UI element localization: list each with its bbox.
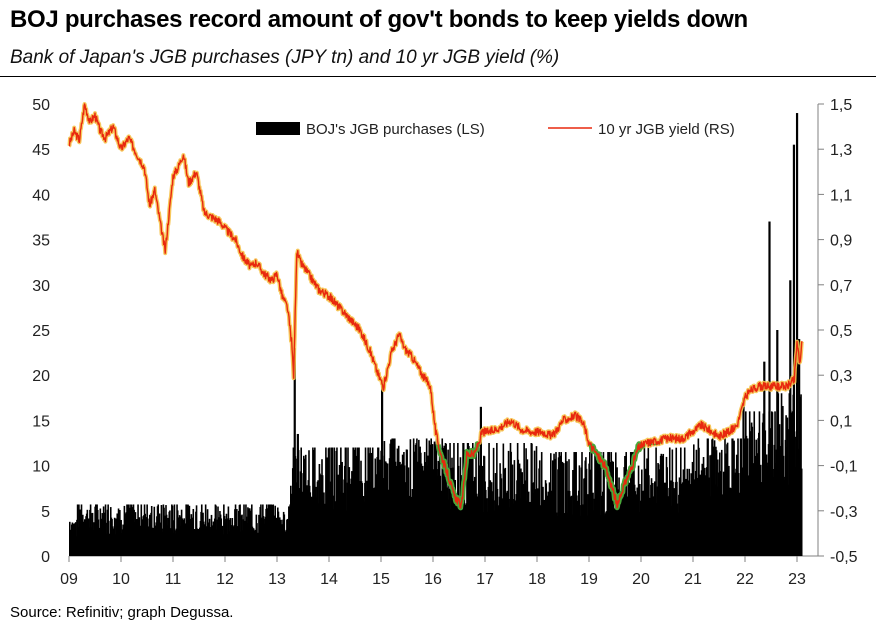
purchase-bar — [80, 504, 83, 556]
left-tick-label: 25 — [32, 323, 50, 340]
purchase-spike — [763, 361, 766, 556]
purchase-bar — [590, 452, 593, 556]
purchase-bar — [481, 465, 484, 556]
x-tick-label: 18 — [528, 571, 546, 588]
right-tick-label: -0,3 — [830, 504, 858, 521]
x-tick-label: 14 — [320, 571, 338, 588]
x-tick-label: 22 — [736, 571, 754, 588]
purchase-spike — [798, 339, 801, 556]
purchase-bar — [292, 447, 295, 556]
purchase-spike — [381, 379, 384, 556]
purchase-bar — [104, 504, 107, 556]
right-tick-label: 0,5 — [830, 323, 852, 340]
purchase-bar — [585, 468, 588, 556]
purchase-bar — [563, 463, 565, 556]
x-tick-label: 20 — [632, 571, 650, 588]
purchase-spike — [792, 144, 796, 556]
purchase-bar — [173, 504, 176, 556]
yield-line-path — [68, 103, 803, 509]
purchase-bar — [668, 447, 671, 556]
title-divider — [0, 76, 876, 77]
left-tick-label: 35 — [32, 233, 50, 250]
right-tick-label: 0,7 — [830, 278, 852, 295]
purchase-bar — [325, 447, 327, 556]
purchase-bars — [69, 113, 803, 556]
left-tick-label: 45 — [32, 142, 50, 159]
source-note: Source: Refinitiv; graph Degussa. — [10, 604, 234, 621]
left-tick-label: 40 — [32, 187, 50, 204]
purchase-bar — [558, 452, 561, 556]
right-tick-label: -0,5 — [830, 549, 858, 566]
purchase-bar — [555, 452, 557, 556]
chart-title: BOJ purchases record amount of gov't bon… — [10, 6, 748, 33]
legend-swatch-purchases — [256, 122, 300, 135]
purchase-bar — [758, 411, 761, 556]
left-tick-label: 0 — [41, 549, 50, 566]
x-tick-label: 16 — [424, 571, 442, 588]
purchase-bar — [748, 411, 751, 556]
x-tick-label: 13 — [268, 571, 286, 588]
purchase-bar — [272, 504, 275, 556]
purchase-bar — [581, 452, 583, 556]
x-tick-label: 12 — [216, 571, 234, 588]
purchase-bar — [469, 449, 471, 556]
left-tick-label: 5 — [41, 504, 50, 521]
x-tick-label: 11 — [165, 571, 182, 588]
purchase-bar — [345, 447, 347, 556]
left-tick-label: 10 — [32, 459, 50, 476]
x-tick-label: 19 — [580, 571, 598, 588]
purchase-bar — [131, 507, 133, 556]
x-tick-label: 09 — [60, 571, 78, 588]
purchase-bar — [598, 452, 601, 556]
purchase-bar — [370, 452, 373, 556]
purchase-bar — [186, 504, 188, 556]
purchase-spike — [742, 397, 745, 556]
purchase-spike — [293, 348, 296, 556]
purchase-bar — [800, 468, 803, 556]
right-tick-label: 1,5 — [830, 97, 852, 114]
right-tick-label: -0,1 — [830, 459, 858, 476]
chart-subtitle: Bank of Japan's JGB purchases (JPY tn) a… — [10, 47, 560, 68]
x-tick-label: 23 — [788, 571, 806, 588]
purchase-bar — [603, 461, 605, 556]
purchase-bar — [637, 465, 640, 556]
purchase-bar — [566, 461, 568, 556]
purchase-bar — [507, 450, 510, 556]
legend: BOJ's JGB purchases (LS) 10 yr JGB yield … — [256, 121, 735, 138]
right-tick-label: 0,3 — [830, 368, 852, 385]
right-tick-label: 1,3 — [830, 142, 852, 159]
left-tick-label: 15 — [32, 413, 50, 430]
left-tick-label: 20 — [32, 368, 50, 385]
purchase-spike — [776, 330, 779, 556]
left-tick-label: 50 — [32, 97, 50, 114]
purchase-bar — [270, 504, 273, 556]
left-tick-label: 30 — [32, 278, 50, 295]
x-tick-label: 10 — [112, 571, 130, 588]
purchase-bar — [550, 453, 552, 556]
purchase-bar — [732, 438, 734, 556]
x-tick-label: 15 — [372, 571, 390, 588]
yield-line — [67, 102, 805, 511]
purchase-bar — [449, 443, 451, 556]
right-tick-label: 0,9 — [830, 233, 852, 250]
purchase-bar — [288, 506, 290, 556]
x-tick-label: 17 — [476, 571, 494, 588]
purchase-bar — [239, 504, 241, 556]
purchase-bar — [655, 447, 657, 556]
right-tick-label: 0,1 — [830, 413, 852, 430]
purchase-spike — [789, 280, 792, 556]
x-tick-label: 21 — [684, 571, 702, 588]
right-tick-label: 1,1 — [830, 187, 852, 204]
legend-label-yield: 10 yr JGB yield (RS) — [598, 121, 735, 138]
purchase-bar — [492, 447, 495, 556]
purchase-bar — [314, 447, 316, 556]
purchase-spike — [795, 113, 799, 556]
purchase-spike — [296, 433, 299, 556]
legend-label-purchases: BOJ's JGB purchases (LS) — [306, 121, 485, 138]
purchase-spike — [479, 406, 482, 556]
